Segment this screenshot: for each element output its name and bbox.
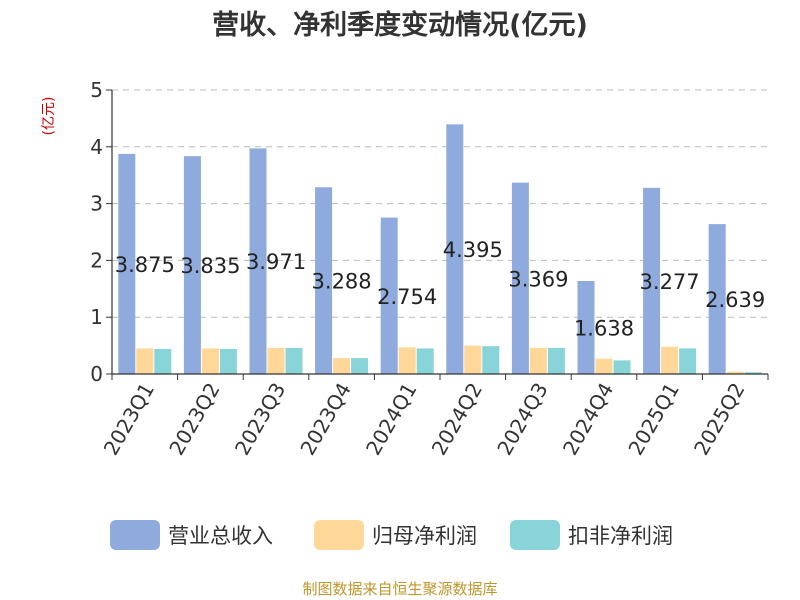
legend-swatch <box>510 520 560 550</box>
legend-swatch <box>314 520 364 550</box>
bar-2-2024Q4 <box>595 358 613 374</box>
source-note: 制图数据来自恒生聚源数据库 <box>302 580 497 598</box>
legend-swatch <box>110 520 160 550</box>
data-label: 3.971 <box>246 250 306 274</box>
data-label: 3.875 <box>115 253 175 277</box>
bar-1-2024Q3 <box>511 182 529 374</box>
legend: 营业总收入 归母净利润 扣非净利润 <box>110 520 673 550</box>
bar-3-2025Q1 <box>679 348 697 374</box>
bar-2-2023Q2 <box>201 348 219 374</box>
data-label: 3.277 <box>640 270 700 294</box>
y-axis-ticks: 0 1 2 3 4 5 <box>90 78 112 386</box>
bar-2-2023Q1 <box>136 348 154 374</box>
bar-3-2023Q2 <box>219 349 237 374</box>
bars <box>118 124 762 374</box>
y-unit-label: (亿元) <box>41 97 57 136</box>
x-tick-label: 2025Q2 <box>689 379 749 460</box>
data-label: 4.395 <box>443 238 503 262</box>
y-tick-label: 3 <box>90 192 103 216</box>
bar-1-2023Q4 <box>315 187 333 374</box>
bar-3-2024Q1 <box>416 348 434 374</box>
x-tick-label: 2024Q4 <box>558 379 618 460</box>
data-label: 3.835 <box>180 254 240 278</box>
axes <box>111 90 768 375</box>
y-tick-label: 4 <box>90 135 103 159</box>
bar-1-2023Q3 <box>249 148 267 374</box>
y-tick-label: 0 <box>90 362 103 386</box>
x-tick-label: 2024Q3 <box>492 379 552 460</box>
y-tick-label: 1 <box>90 305 103 329</box>
bar-1-2024Q1 <box>380 217 398 374</box>
data-label: 3.288 <box>312 270 372 294</box>
y-tick-label: 5 <box>90 78 103 102</box>
bar-2-2023Q3 <box>267 347 285 374</box>
x-tick-label: 2024Q2 <box>427 379 487 460</box>
legend-label: 扣非净利润 <box>568 524 673 548</box>
bar-3-2023Q1 <box>154 349 172 374</box>
bar-2-2025Q1 <box>661 346 679 374</box>
legend-label: 归母净利润 <box>372 524 477 548</box>
bar-3-2024Q4 <box>613 360 631 374</box>
bar-2-2025Q2 <box>726 371 744 374</box>
y-tick-label: 2 <box>90 248 103 272</box>
x-tick-label: 2024Q1 <box>361 379 421 460</box>
data-label: 3.369 <box>508 267 568 291</box>
x-tick-label: 2025Q1 <box>623 379 683 460</box>
x-tick-label: 2023Q4 <box>295 379 355 460</box>
data-label: 2.754 <box>377 285 437 309</box>
bar-2-2023Q4 <box>333 358 351 374</box>
x-tick-label: 2023Q1 <box>99 379 159 460</box>
bar-1-2023Q1 <box>118 153 136 374</box>
bar-1-2025Q2 <box>708 224 726 374</box>
data-label: 1.638 <box>574 316 634 340</box>
bar-3-2024Q2 <box>482 346 500 374</box>
chart-title: 营收、净利季度变动情况(亿元) <box>212 9 588 41</box>
bar-1-2024Q2 <box>446 124 464 374</box>
bar-3-2023Q3 <box>285 347 303 374</box>
bar-1-2024Q4 <box>577 280 595 374</box>
bar-1-2023Q2 <box>183 156 201 374</box>
legend-label: 营业总收入 <box>168 524 273 548</box>
bar-2-2024Q2 <box>464 345 482 374</box>
x-axis-ticks: 2023Q1 2023Q2 2023Q3 2023Q4 2024Q1 2024Q2 2024… <box>99 374 769 460</box>
bar-3-2025Q2 <box>744 372 762 374</box>
bar-3-2023Q4 <box>351 358 369 374</box>
x-tick-label: 2023Q2 <box>164 379 224 460</box>
bar-2-2024Q3 <box>529 347 547 374</box>
bar-1-2025Q1 <box>643 187 661 374</box>
bar-2-2024Q1 <box>398 347 416 374</box>
bar-3-2024Q3 <box>547 347 565 374</box>
data-label: 2.639 <box>705 288 765 312</box>
x-tick-label: 2023Q3 <box>230 379 290 460</box>
